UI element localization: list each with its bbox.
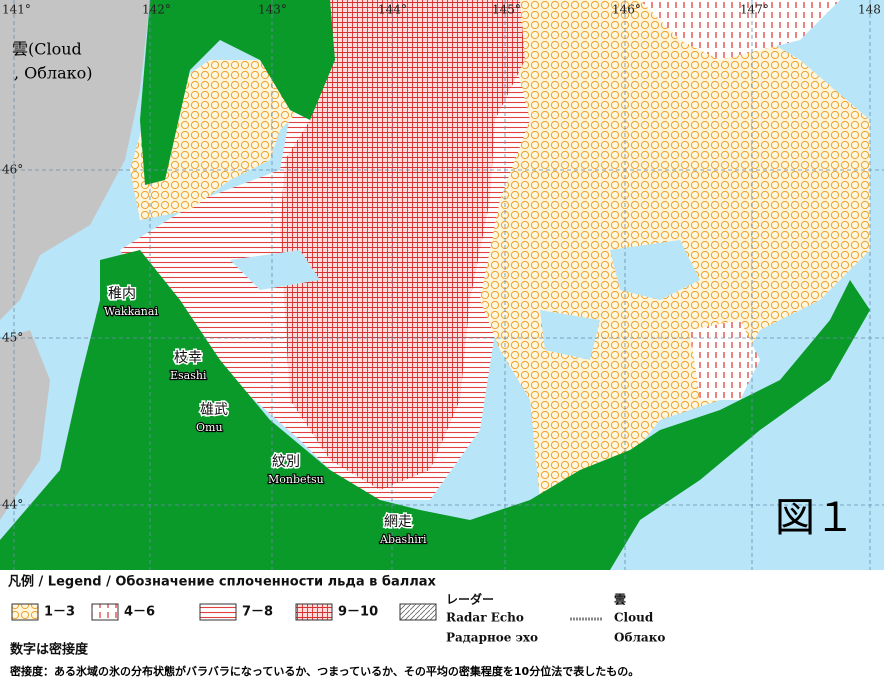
swatch (199, 603, 237, 621)
legend-radar: レーダー (446, 592, 494, 607)
ice-4-6 (640, 0, 840, 400)
hokkaido (0, 250, 870, 570)
place-romaji: Omu (196, 421, 223, 434)
place-labels: 稚内 Wakkanai 枝幸 Esashi 雄武 Omu 紋別 Monbetsu 網走 Abash… (103, 285, 428, 548)
longitude-label: 142° (142, 3, 171, 17)
longitude-label: 148 (858, 3, 881, 17)
place-name: 稚内 (108, 286, 136, 302)
latitude-label: 45° (2, 331, 23, 345)
longitude-label: 144° (378, 3, 407, 17)
legend: 凡例 / Legend / Обозначение сплоченности л… (8, 574, 665, 679)
swatch (295, 603, 333, 621)
open-water (230, 240, 700, 360)
place-name: 雄武 (200, 402, 228, 418)
definition: 密接度：ある氷域の氷の分布状態がバラバラになっているか、つまっているか、その平均… (10, 664, 639, 678)
latitude-labels: 46° 45° 44° (2, 163, 23, 512)
legend-title: 凡例 / Legend / Обозначение сплоченности л… (8, 574, 437, 590)
place-romaji: Monbetsu (268, 473, 324, 486)
legend-cloud: 雲 (614, 593, 626, 607)
swatch (11, 603, 39, 621)
longitude-label: 147° (740, 3, 769, 17)
longitude-label: 146° (612, 3, 641, 17)
latitude-label: 44° (2, 498, 23, 512)
place-name: 網走 (384, 514, 412, 530)
legend-radar: Radar Echo (446, 611, 524, 625)
cloud-label: , Облако) (14, 64, 93, 83)
legend-item: 4－6 (124, 605, 155, 620)
latitude-label: 46° (2, 163, 23, 177)
cloud-label: 雲(Cloud (12, 40, 82, 59)
swatch (91, 603, 119, 621)
place-name: 紋別 (272, 454, 300, 470)
legend-item: 1－3 (44, 605, 75, 620)
longitude-label: 143° (258, 3, 287, 17)
legend-cloud: Cloud (614, 611, 654, 625)
longitude-labels: 141° 142° 143° 144° 145° 146° 147° 148 (2, 3, 881, 17)
ice-9-10 (280, 0, 525, 490)
place-romaji: Abashiri (379, 533, 427, 546)
legend-cloud: Облако (614, 631, 665, 645)
legend-item: 9－10 (338, 605, 378, 620)
legend-radar: Радарное эхо (446, 631, 538, 645)
swatch (399, 603, 437, 621)
place-romaji: Wakkanai (104, 305, 158, 318)
figure-label: 図１ (775, 495, 855, 541)
graticule (0, 0, 884, 570)
longitude-label: 145° (492, 3, 521, 17)
place-romaji: Esashi (170, 369, 207, 382)
map (0, 0, 884, 570)
legend-note: 数字は密接度 (10, 642, 89, 658)
longitude-label: 141° (2, 3, 31, 17)
sakhalin (140, 0, 335, 185)
cloud-area (0, 0, 150, 520)
place-name: 枝幸 (174, 350, 202, 366)
legend-item: 7－8 (242, 605, 273, 620)
